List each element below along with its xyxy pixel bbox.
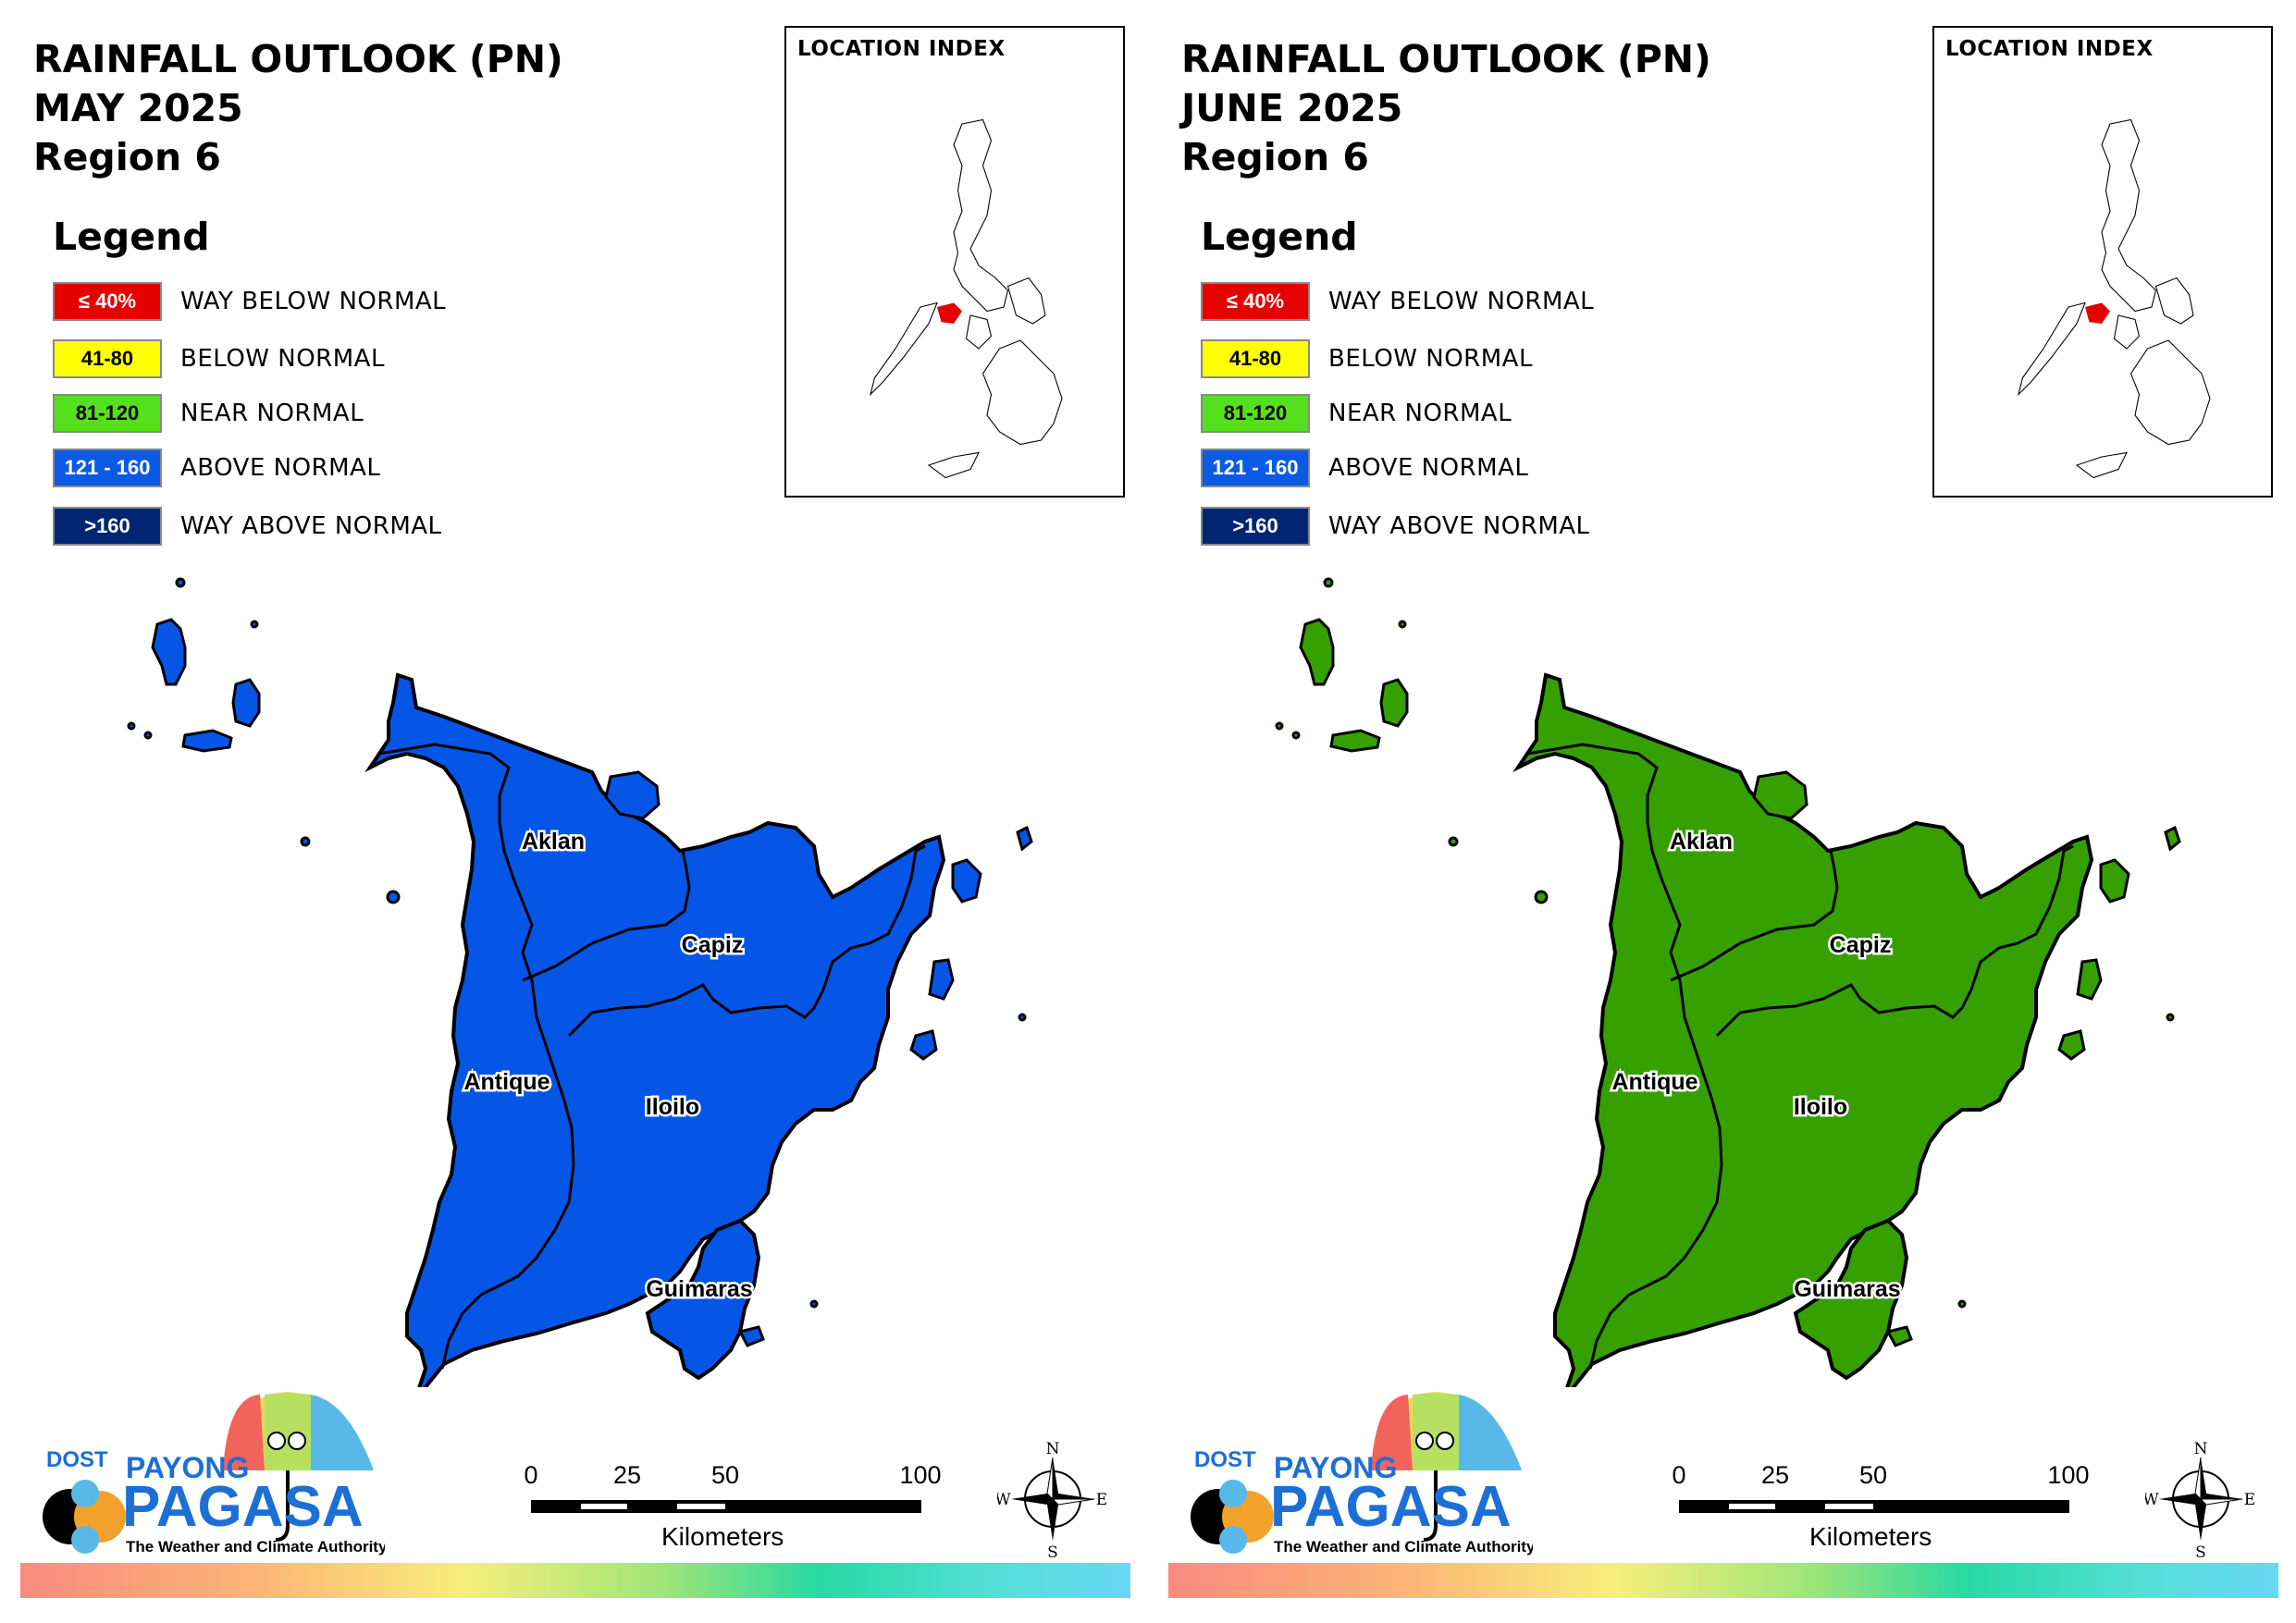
map-title: RAINFALL OUTLOOK (PN) JUNE 2025 Region 6 xyxy=(1181,35,1711,182)
legend-label: NEAR NORMAL xyxy=(180,400,364,427)
logo-payong: PAYONG xyxy=(1274,1451,1397,1484)
label-aklan: Aklan xyxy=(522,829,585,855)
svg-text:S: S xyxy=(2195,1543,2206,1559)
legend-swatch: ≤ 40% xyxy=(1201,282,1310,321)
location-index: LOCATION INDEX xyxy=(1932,26,2273,498)
title-line-2: JUNE 2025 xyxy=(1181,86,1403,130)
logo-tagline: The Weather and Climate Authority xyxy=(1274,1538,1533,1555)
location-index: LOCATION INDEX xyxy=(784,26,1125,498)
scale-tick-25: 25 xyxy=(612,1461,642,1489)
label-antique: Antique xyxy=(1611,1069,1697,1095)
svg-text:N: N xyxy=(2194,1440,2208,1458)
pagasa-logo: DOST PAYONG PAGASA The Weather and Clima… xyxy=(1181,1387,1536,1563)
legend-row: 41-80 BELOW NORMAL xyxy=(53,339,515,380)
svg-text:W: W xyxy=(2145,1491,2159,1509)
legend-swatch: >160 xyxy=(53,507,162,546)
legend-title: Legend xyxy=(53,215,210,259)
region6-map: Aklan Capiz Antique Iloilo Guimaras xyxy=(127,577,1033,1387)
philippines-locator-map xyxy=(870,118,1063,479)
label-iloilo: Iloilo xyxy=(1794,1094,1847,1120)
legend-row: 121 - 160 ABOVE NORMAL xyxy=(53,449,515,489)
legend-swatch: 41-80 xyxy=(1201,339,1310,378)
legend-row: 41-80 BELOW NORMAL xyxy=(1201,339,1663,380)
location-index-title: LOCATION INDEX xyxy=(1945,37,2154,61)
scale-bar: 0 25 50 100 Kilometers xyxy=(1666,1461,2092,1554)
legend-row: 121 - 160 ABOVE NORMAL xyxy=(1201,449,1663,489)
legend-row: ≤ 40% WAY BELOW NORMAL xyxy=(53,282,515,323)
label-iloilo: Iloilo xyxy=(646,1094,699,1120)
scale-tick-0: 0 xyxy=(524,1461,538,1489)
location-index-title: LOCATION INDEX xyxy=(797,37,1006,61)
svg-text:S: S xyxy=(1047,1543,1058,1559)
north-arrow: N S W E xyxy=(2142,1439,2256,1562)
label-capiz: Capiz xyxy=(1830,932,1892,958)
pagasa-logo: DOST PAYONG PAGASA The Weather and Clima… xyxy=(33,1387,388,1563)
scale-tick-50: 50 xyxy=(1858,1461,1888,1489)
logo-dost: DOST xyxy=(1194,1447,1256,1472)
scale-tick-0: 0 xyxy=(1672,1461,1686,1489)
logo-dost: DOST xyxy=(46,1447,108,1472)
title-line-2: MAY 2025 xyxy=(33,86,243,130)
legend-label: NEAR NORMAL xyxy=(1328,400,1512,427)
title-line-1: RAINFALL OUTLOOK (PN) xyxy=(1181,37,1711,81)
label-aklan: Aklan xyxy=(1670,829,1733,855)
scale-tick-100: 100 xyxy=(899,1461,942,1489)
scale-unit: Kilometers xyxy=(661,1522,784,1551)
legend-label: ABOVE NORMAL xyxy=(180,454,381,482)
scale-tick-50: 50 xyxy=(710,1461,740,1489)
logo-payong: PAYONG xyxy=(126,1451,249,1484)
legend-swatch: 81-120 xyxy=(53,394,162,433)
legend-label: WAY BELOW NORMAL xyxy=(1328,288,1595,315)
legend-row: ≤ 40% WAY BELOW NORMAL xyxy=(1201,282,1663,323)
title-line-3: Region 6 xyxy=(33,135,221,179)
legend-label: WAY ABOVE NORMAL xyxy=(1328,512,1590,540)
label-guimaras: Guimaras xyxy=(646,1276,752,1302)
logo-pagasa: PAGASA xyxy=(1270,1475,1512,1539)
panel-june: RAINFALL OUTLOOK (PN) JUNE 2025 Region 6… xyxy=(1148,0,2296,1623)
legend-label: ABOVE NORMAL xyxy=(1328,454,1529,482)
legend-label: WAY BELOW NORMAL xyxy=(180,288,447,315)
svg-text:E: E xyxy=(2244,1491,2255,1509)
svg-text:N: N xyxy=(1046,1440,1060,1458)
scale-tick-25: 25 xyxy=(1760,1461,1790,1489)
legend-swatch: 121 - 160 xyxy=(1201,449,1310,487)
svg-text:E: E xyxy=(1096,1491,1107,1509)
legend-swatch: 81-120 xyxy=(1201,394,1310,433)
title-line-3: Region 6 xyxy=(1181,135,1369,179)
scale-bar: 0 25 50 100 Kilometers xyxy=(518,1461,944,1554)
scale-tick-100: 100 xyxy=(2047,1461,2090,1489)
scale-unit: Kilometers xyxy=(1809,1522,1932,1551)
legend-swatch: >160 xyxy=(1201,507,1310,546)
rainbow-bar xyxy=(20,1563,1130,1598)
label-capiz: Capiz xyxy=(682,932,744,958)
label-guimaras: Guimaras xyxy=(1794,1276,1900,1302)
legend-row: 81-120 NEAR NORMAL xyxy=(1201,394,1663,435)
legend-title: Legend xyxy=(1201,215,1358,259)
logo-tagline: The Weather and Climate Authority xyxy=(126,1538,385,1555)
svg-text:W: W xyxy=(997,1491,1011,1509)
logo-pagasa: PAGASA xyxy=(122,1475,364,1539)
map-title: RAINFALL OUTLOOK (PN) MAY 2025 Region 6 xyxy=(33,35,563,182)
title-line-1: RAINFALL OUTLOOK (PN) xyxy=(33,37,563,81)
legend-label: BELOW NORMAL xyxy=(180,345,385,373)
region6-map: Aklan Capiz Antique Iloilo Guimaras xyxy=(1275,577,2181,1387)
legend-swatch: 121 - 160 xyxy=(53,449,162,487)
legend-swatch: ≤ 40% xyxy=(53,282,162,321)
north-arrow: N S W E xyxy=(994,1439,1108,1562)
legend-label: BELOW NORMAL xyxy=(1328,345,1533,373)
philippines-locator-map xyxy=(2018,118,2211,479)
legend-row: >160 WAY ABOVE NORMAL xyxy=(53,507,515,547)
rainbow-bar xyxy=(1168,1563,2278,1598)
legend-label: WAY ABOVE NORMAL xyxy=(180,512,442,540)
panel-may: RAINFALL OUTLOOK (PN) MAY 2025 Region 6 … xyxy=(20,26,1130,1598)
label-antique: Antique xyxy=(463,1069,549,1095)
legend-row: >160 WAY ABOVE NORMAL xyxy=(1201,507,1663,547)
legend-swatch: 41-80 xyxy=(53,339,162,378)
legend-row: 81-120 NEAR NORMAL xyxy=(53,394,515,435)
